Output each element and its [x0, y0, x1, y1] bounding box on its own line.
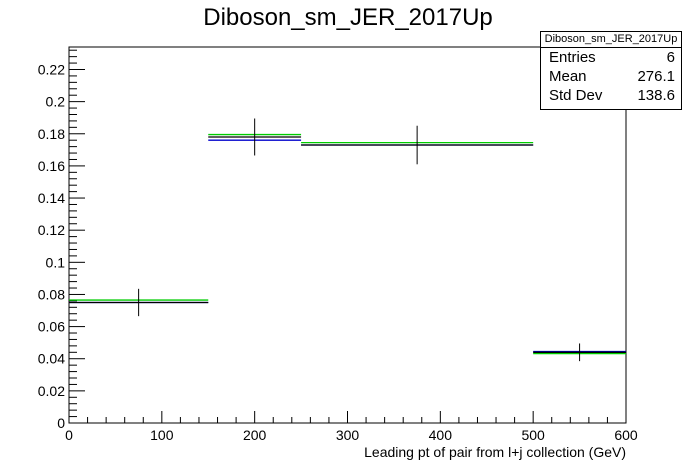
stats-entries-value: 6: [666, 49, 675, 66]
y-tick-label: 0.18: [38, 126, 65, 142]
x-axis-ticks: 0 100 200 300 400 500 600: [65, 411, 638, 443]
y-tick-label: 0.16: [38, 158, 65, 174]
stats-entries-label: Entries: [549, 49, 596, 66]
histogram-bins: [69, 118, 626, 362]
y-tick-label: 0.14: [38, 190, 65, 206]
chart-title: Diboson_sm_JER_2017Up: [203, 4, 493, 31]
y-tick-label: 0.04: [38, 351, 65, 367]
y-tick-label: 0.1: [46, 254, 66, 270]
x-tick-label: 200: [243, 427, 267, 443]
stats-mean-label: Mean: [549, 68, 587, 85]
x-tick-label: 100: [150, 427, 174, 443]
x-tick-label: 300: [336, 427, 360, 443]
stats-stddev-value: 138.6: [637, 87, 675, 104]
stats-stddev-row: Std Dev 138.6: [541, 86, 681, 105]
x-tick-label: 0: [65, 427, 73, 443]
y-tick-label: 0.06: [38, 319, 65, 335]
y-tick-label: 0.12: [38, 222, 65, 238]
y-tick-label: 0.22: [38, 61, 65, 77]
y-tick-label: 0.2: [46, 94, 66, 110]
stats-mean-row: Mean 276.1: [541, 67, 681, 86]
x-axis-label: Leading pt of pair from l+j collection (…: [364, 444, 626, 460]
y-tick-label: 0.08: [38, 286, 65, 302]
stats-entries-row: Entries 6: [541, 48, 681, 67]
x-tick-label: 400: [429, 427, 453, 443]
x-tick-label: 600: [614, 427, 638, 443]
stats-box: Diboson_sm_JER_2017Up Entries 6 Mean 276…: [540, 31, 682, 110]
stats-box-title: Diboson_sm_JER_2017Up: [541, 32, 681, 48]
stats-mean-value: 276.1: [637, 68, 675, 85]
y-tick-label: 0.02: [38, 383, 65, 399]
y-axis-ticks: 0 0.02 0.04 0.06 0.08 0.1 0.12 0.14 0.16 0.18 0.2 0…: [38, 49, 85, 431]
x-tick-label: 500: [521, 427, 545, 443]
y-tick-label: 0: [57, 415, 65, 431]
stats-stddev-label: Std Dev: [549, 87, 603, 104]
